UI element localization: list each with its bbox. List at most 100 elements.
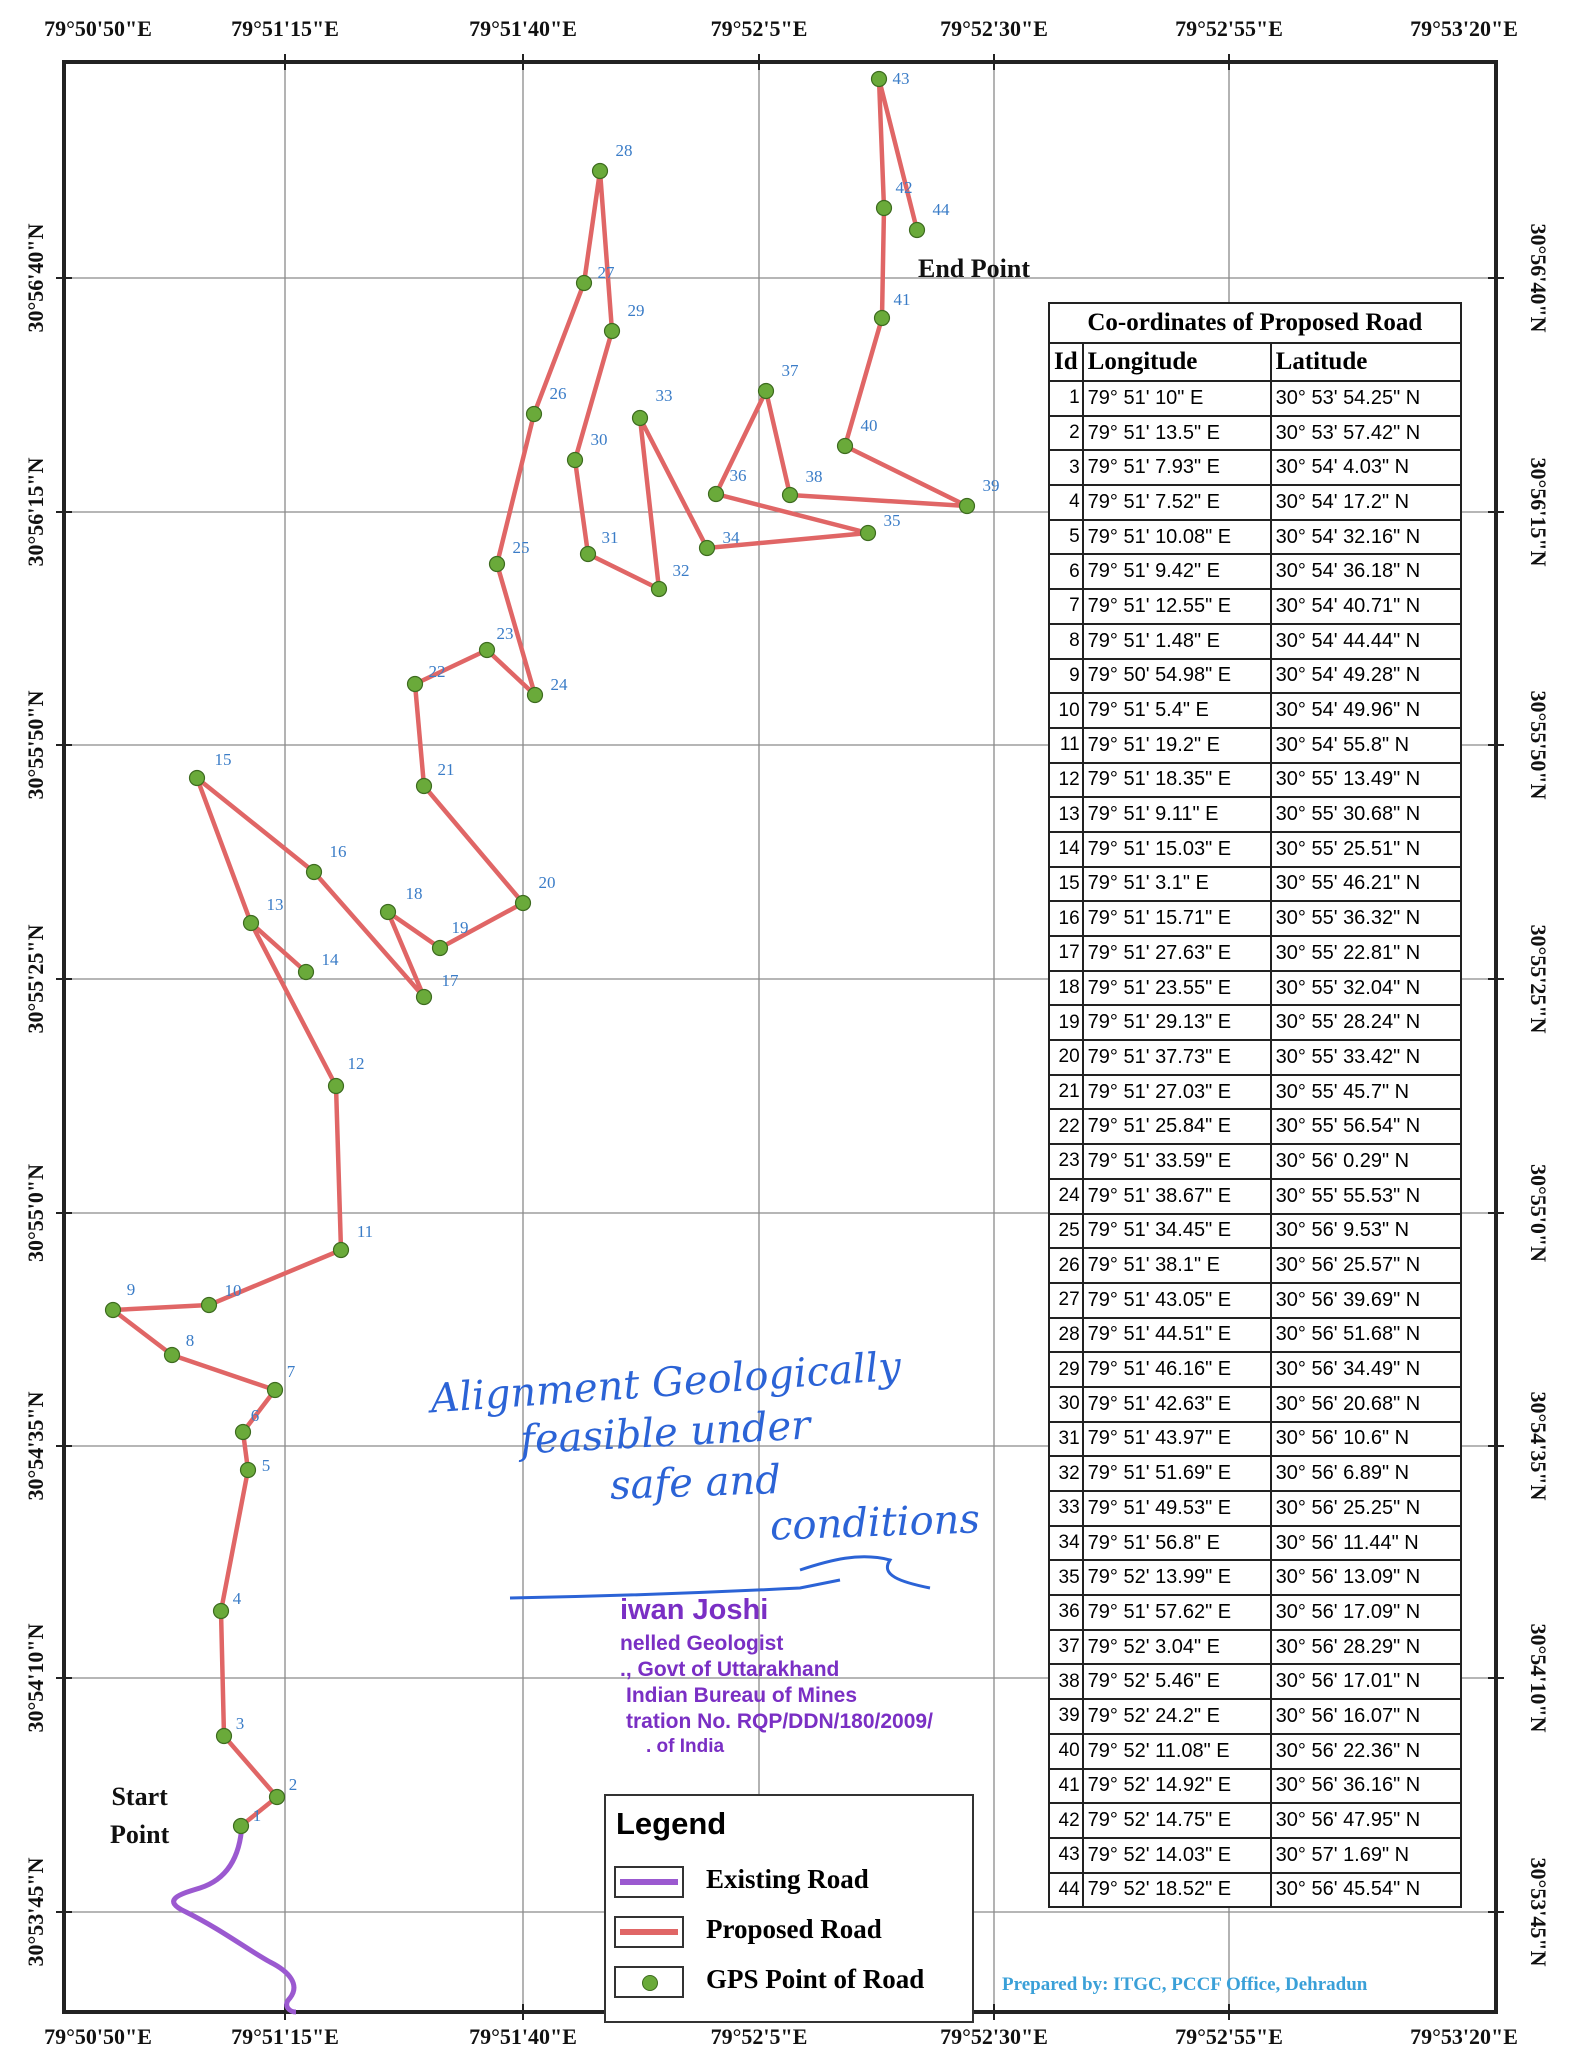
- table-row: 16 79° 51' 15.71" E 30° 55' 36.32" N: [1048, 900, 1462, 937]
- gps-point-12: [327, 1077, 345, 1095]
- table-row: 13 79° 51' 9.11" E 30° 55' 30.68" N: [1048, 796, 1462, 833]
- cell-latitude: 30° 54' 55.8" N: [1269, 726, 1462, 764]
- gps-point-label: 4: [232, 1589, 242, 1608]
- cell-id: 28: [1048, 1316, 1084, 1354]
- gps-point-9: [104, 1301, 122, 1319]
- stamp-line-1: iwan Joshi: [620, 1594, 769, 1626]
- existing-road-line: [171, 1823, 297, 2015]
- gps-point-label: 1: [252, 1806, 262, 1825]
- cell-id: 17: [1048, 935, 1084, 972]
- gps-point-label: 2: [288, 1775, 298, 1794]
- gps-point-2: [268, 1788, 286, 1806]
- cell-longitude: 79° 52' 3.04" E: [1081, 1628, 1272, 1666]
- cell-latitude: 30° 53' 54.25" N: [1269, 380, 1462, 417]
- cell-id: 19: [1048, 1004, 1084, 1042]
- cell-id: 8: [1048, 622, 1084, 660]
- gps-point-27: [575, 274, 593, 292]
- table-row: 33 79° 51' 49.53" E 30° 56' 25.25" N: [1048, 1490, 1462, 1527]
- cell-id: 42: [1048, 1802, 1084, 1839]
- gps-point-10: [200, 1296, 218, 1314]
- gps-point-37: [757, 382, 775, 400]
- cell-id: 37: [1048, 1628, 1084, 1666]
- cell-id: 1: [1048, 380, 1084, 417]
- gps-point-label: 30: [590, 430, 608, 449]
- cell-id: 4: [1048, 484, 1084, 521]
- cell-longitude: 79° 51' 33.59" E: [1081, 1143, 1272, 1180]
- stamp-line-6: . of India: [646, 1736, 725, 1757]
- gps-point-29: [603, 322, 621, 340]
- table-row: 30 79° 51' 42.63" E 30° 56' 20.68" N: [1048, 1385, 1462, 1423]
- gps-point-label: 42: [895, 178, 913, 197]
- gps-point-30: [566, 451, 584, 469]
- cell-latitude: 30° 54' 4.03" N: [1269, 449, 1462, 487]
- gps-point-11: [332, 1241, 350, 1259]
- cell-latitude: 30° 54' 40.71" N: [1269, 588, 1462, 625]
- longitude-label-top: 79°52'5"E: [710, 16, 808, 41]
- table-row: 44 79° 52' 18.52" E 30° 56' 45.54" N: [1048, 1871, 1462, 1909]
- start-point-word: Start: [111, 1782, 168, 1811]
- latitude-label-right: 30°53'45"N: [1526, 1857, 1551, 1967]
- table-row: 42 79° 52' 14.75" E 30° 56' 47.95" N: [1048, 1802, 1462, 1839]
- table-row: 29 79° 51' 46.16" E 30° 56' 34.49" N: [1048, 1351, 1462, 1388]
- end-point-label: End Point: [918, 254, 1030, 283]
- gps-point-3: [215, 1727, 233, 1745]
- cell-id: 26: [1048, 1247, 1084, 1284]
- latitude-label-right: 30°56'40"N: [1526, 223, 1551, 333]
- cell-id: 38: [1048, 1663, 1084, 1701]
- cell-latitude: 30° 56' 16.07" N: [1269, 1698, 1462, 1735]
- gps-point-44: [908, 221, 926, 239]
- table-row: 9 79° 50' 54.98" E 30° 54' 49.28" N: [1048, 657, 1462, 695]
- gps-point-label: 33: [655, 386, 673, 405]
- cell-id: 7: [1048, 588, 1084, 625]
- cell-latitude: 30° 54' 17.2" N: [1269, 484, 1462, 521]
- cell-id: 3: [1048, 449, 1084, 487]
- gps-point-32: [650, 580, 668, 598]
- gps-point-24: [526, 686, 544, 704]
- gps-point-5: [239, 1461, 257, 1479]
- cell-latitude: 30° 56' 51.68" N: [1269, 1316, 1462, 1354]
- cell-latitude: 30° 56' 28.29" N: [1269, 1628, 1462, 1666]
- gps-point-18: [379, 903, 397, 921]
- gps-point-16: [305, 863, 323, 881]
- gps-point-label: 39: [982, 476, 1000, 495]
- gps-point-label: 29: [627, 301, 645, 320]
- legend-label: GPS Point of Road: [706, 1964, 925, 1994]
- table-row: 18 79° 51' 23.55" E 30° 55' 32.04" N: [1048, 969, 1462, 1007]
- table-row: 3 79° 51' 7.93" E 30° 54' 4.03" N: [1048, 449, 1462, 487]
- cell-latitude: 30° 56' 17.09" N: [1269, 1594, 1462, 1631]
- gps-point-20: [514, 894, 532, 912]
- gps-point-38: [781, 486, 799, 504]
- gps-point-1: [232, 1817, 250, 1835]
- table-row: 35 79° 52' 13.99" E 30° 56' 13.09" N: [1048, 1559, 1462, 1597]
- cell-longitude: 79° 51' 19.2" E: [1081, 726, 1272, 764]
- cell-id: 33: [1048, 1490, 1084, 1527]
- cell-id: 6: [1048, 553, 1084, 591]
- cell-latitude: 30° 55' 13.49" N: [1269, 761, 1462, 799]
- table-row: 32 79° 51' 51.69" E 30° 56' 6.89" N: [1048, 1455, 1462, 1492]
- legend-label: Proposed Road: [706, 1914, 882, 1944]
- gps-point-label: 8: [185, 1331, 195, 1350]
- column-header-latitude: Latitude: [1269, 342, 1462, 382]
- cell-longitude: 79° 51' 7.52" E: [1081, 484, 1272, 521]
- cell-longitude: 79° 51' 34.45" E: [1081, 1212, 1272, 1250]
- cell-longitude: 79° 51' 1.48" E: [1081, 622, 1272, 660]
- cell-latitude: 30° 55' 30.68" N: [1269, 796, 1462, 833]
- gps-point-31: [579, 545, 597, 563]
- table-row: 15 79° 51' 3.1" E 30° 55' 46.21" N: [1048, 865, 1462, 903]
- latitude-label-left: 30°55'0"N: [23, 1163, 48, 1263]
- gps-point-label: 32: [672, 561, 690, 580]
- cell-latitude: 30° 56' 6.89" N: [1269, 1455, 1462, 1492]
- gps-point-label: 3: [235, 1714, 245, 1733]
- cell-id: 44: [1048, 1871, 1084, 1909]
- stamp-line-2: nelled Geologist: [620, 1632, 784, 1655]
- cell-latitude: 30° 55' 25.51" N: [1269, 830, 1462, 868]
- legend-item-existing-road: Existing Road: [614, 1862, 964, 1902]
- table-row: 17 79° 51' 27.63" E 30° 55' 22.81" N: [1048, 935, 1462, 972]
- cell-latitude: 30° 55' 36.32" N: [1269, 900, 1462, 937]
- table-row: 1 79° 51' 10" E 30° 53' 54.25" N: [1048, 380, 1462, 417]
- cell-id: 24: [1048, 1177, 1084, 1215]
- gps-point-14: [297, 963, 315, 981]
- longitude-label-bottom: 79°53'20"E: [1410, 2024, 1518, 2049]
- gps-point-label: 19: [451, 918, 469, 937]
- latitude-label-right: 30°55'50"N: [1526, 690, 1551, 800]
